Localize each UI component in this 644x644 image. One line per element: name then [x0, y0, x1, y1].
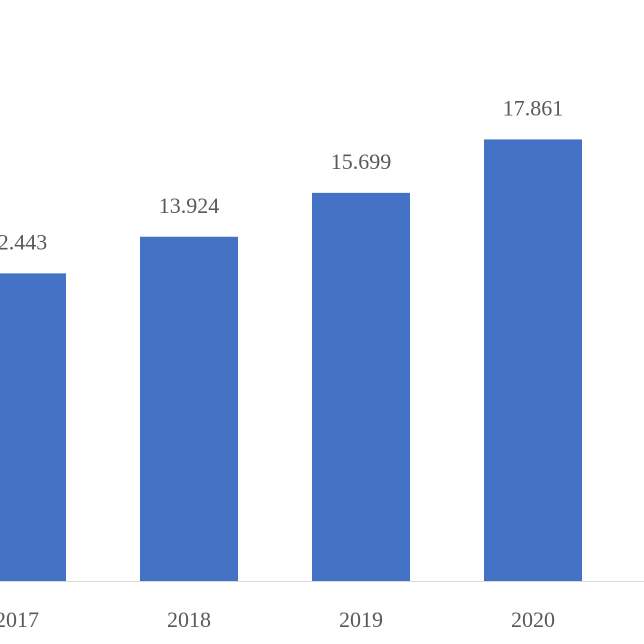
x-tick-label-2017: 2017 [0, 607, 39, 632]
bar-2019 [312, 192, 410, 581]
ticks-layer: 2017 2018 2019 2020 [0, 607, 555, 632]
labels-layer: 12.443 13.924 15.699 17.861 [0, 95, 563, 254]
data-label-2020: 17.861 [503, 95, 564, 120]
data-label-2019: 15.699 [331, 149, 392, 174]
bar-2018 [140, 236, 238, 581]
bars-layer [0, 139, 582, 581]
x-tick-label-2018: 2018 [167, 607, 211, 632]
x-tick-label-2020: 2020 [511, 607, 555, 632]
bar-2017 [0, 273, 66, 581]
data-label-2017: 12.443 [0, 229, 47, 254]
data-label-2018: 13.924 [159, 193, 220, 218]
bar-2020 [484, 139, 582, 581]
x-tick-label-2019: 2019 [339, 607, 383, 632]
